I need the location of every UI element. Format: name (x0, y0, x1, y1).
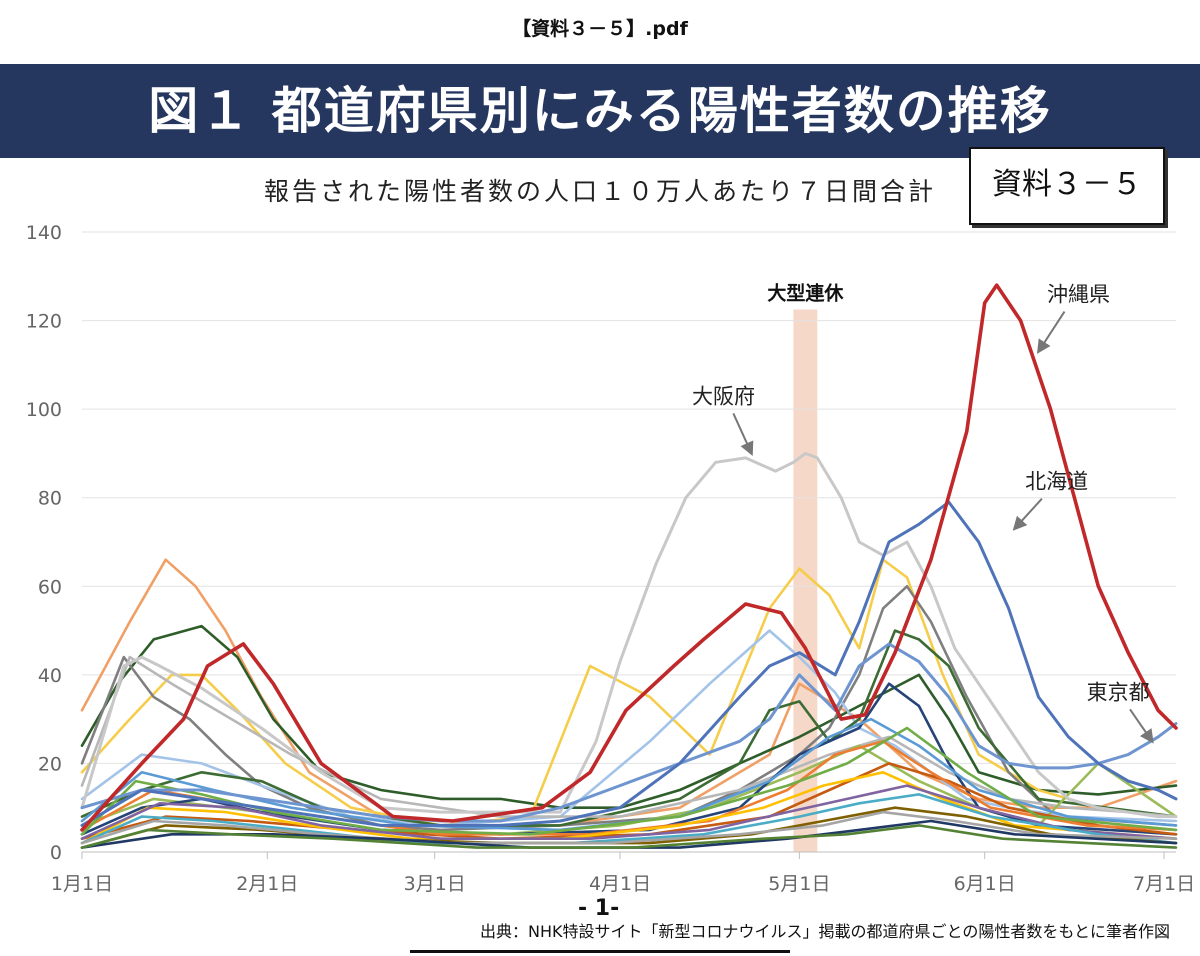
osaka-series-line (80, 451, 1178, 819)
figure-title: 図１ 都道府県別にみる陽性者数の推移 (148, 82, 1052, 140)
y-tick-label: 120 (26, 311, 62, 333)
tokyo-series-line (80, 642, 1178, 823)
source-note: 出典：NHK特設サイト「新型コロナウイルス」掲載の都道府県ごとの陽性者数をもとに… (479, 922, 1170, 941)
series-callout-label: 北海道 (1025, 470, 1088, 494)
series-callout-label: 沖縄県 (1047, 283, 1110, 307)
okinawa-series-line (80, 283, 1178, 832)
document-stamp: 資料３－５ (969, 147, 1165, 225)
series-callout-label: 東京都 (1087, 680, 1150, 704)
y-tick-label: 20 (38, 753, 62, 775)
prefecture-series-line (80, 793, 1178, 845)
x-tick-label: 1月1日 (51, 873, 113, 895)
prefecture-series-line (80, 784, 1178, 841)
y-tick-label: 140 (26, 222, 62, 244)
y-tick-label: 80 (38, 488, 62, 510)
hokkaido-series-line (80, 500, 1178, 827)
callout-arrow (1129, 708, 1154, 744)
chart-title: 報告された陽性者数の人口１０万人あたり７日間合計 (263, 177, 936, 206)
y-tick-label: 100 (26, 399, 62, 421)
document-toolbar: 【資料３－５】.pdf (0, 0, 1200, 60)
prefecture-series-line (80, 629, 1178, 827)
x-tick-label: 3月1日 (404, 873, 466, 895)
prefecture-series-line (80, 806, 1178, 849)
y-tick-label: 60 (38, 576, 62, 598)
prefecture-series-line (80, 655, 1178, 818)
prefecture-series-line (80, 558, 1178, 827)
x-tick-label: 5月1日 (768, 873, 830, 895)
x-tick-label: 4月1日 (589, 873, 651, 895)
prefecture-series-line (80, 558, 1178, 827)
y-tick-label: 0 (50, 842, 62, 864)
page-divider (410, 950, 790, 953)
y-tick-label: 40 (38, 665, 62, 687)
holiday-band-label: 大型連休 (767, 282, 844, 305)
prefecture-series-line (80, 810, 1178, 845)
x-tick-label: 2月1日 (236, 873, 298, 895)
callout-arrow (1036, 311, 1066, 354)
stamp-label: 資料３－５ (992, 167, 1142, 202)
callout-arrow (1012, 498, 1043, 531)
series-callout-label: 大阪府 (692, 384, 755, 408)
callout-arrow (732, 413, 754, 456)
prefecture-series-line (80, 584, 1178, 832)
prefecture-series-line (80, 624, 1178, 810)
prefecture-series-line (80, 770, 1178, 845)
document-filename: 【資料３－５】.pdf (512, 18, 688, 40)
line-chart: 大型連休 0 20 40 60 80 100 120 140 1月1日 2月1日 3月1日 4月1日 5月… (26, 222, 1195, 895)
figure-banner: 図１ 都道府県別にみる陽性者数の推移 (0, 64, 1200, 158)
x-tick-label: 7月1日 (1133, 873, 1195, 895)
x-tick-label: 6月1日 (954, 873, 1016, 895)
prefecture-series-line (80, 824, 1178, 849)
page-number: - 1- (578, 896, 620, 921)
prefecture-series-line (80, 726, 1178, 836)
prefecture-series-line (80, 629, 1178, 827)
